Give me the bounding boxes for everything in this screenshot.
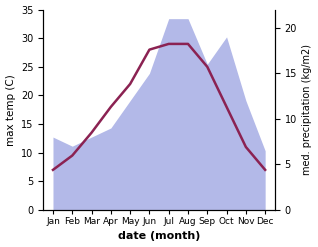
Y-axis label: med. precipitation (kg/m2): med. precipitation (kg/m2) (302, 44, 313, 175)
X-axis label: date (month): date (month) (118, 231, 200, 242)
Y-axis label: max temp (C): max temp (C) (5, 74, 16, 146)
